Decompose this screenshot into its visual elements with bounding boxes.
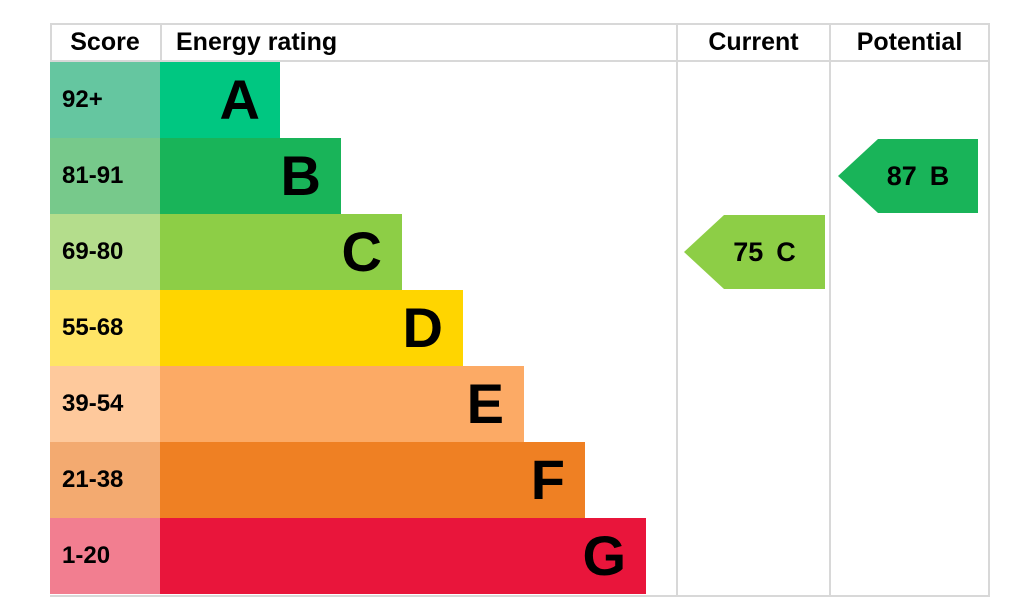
header-current: Current xyxy=(708,28,799,56)
potential-band-letter: B xyxy=(929,160,950,191)
score-range-d: 55-68 xyxy=(50,290,160,366)
band-bar-c: C xyxy=(160,214,402,290)
band-row-e: 39-54 E xyxy=(50,366,646,442)
table-bottom-border xyxy=(50,595,990,597)
band-row-g: 1-20 G xyxy=(50,518,646,594)
current-column-divider xyxy=(676,23,678,597)
band-bar-f: F xyxy=(160,442,585,518)
header-bottom-border xyxy=(50,60,990,62)
band-bar-g: G xyxy=(160,518,646,594)
current-score-value: 75 xyxy=(733,236,764,267)
epc-table: Score Energy rating Current Potential 92… xyxy=(50,23,990,599)
score-rating-divider xyxy=(160,23,162,62)
header-score: Score xyxy=(70,28,140,56)
current-band-letter: C xyxy=(776,236,796,267)
band-row-c: 69-80 C xyxy=(50,214,646,290)
table-top-border xyxy=(50,23,990,25)
score-range-b: 81-91 xyxy=(50,138,160,214)
score-range-e: 39-54 xyxy=(50,366,160,442)
band-row-f: 21-38 F xyxy=(50,442,646,518)
band-row-a: 92+ A xyxy=(50,62,646,138)
potential-rating-arrow: 87 B xyxy=(838,139,978,213)
score-range-c: 69-80 xyxy=(50,214,160,290)
header-potential: Potential xyxy=(856,28,963,56)
score-range-a: 92+ xyxy=(50,62,160,138)
header-energy-rating: Energy rating xyxy=(176,28,338,56)
band-row-d: 55-68 D xyxy=(50,290,646,366)
potential-score-value: 87 xyxy=(886,160,917,191)
table-right-border xyxy=(988,23,990,597)
band-bar-b: B xyxy=(160,138,341,214)
band-bar-a: A xyxy=(160,62,280,138)
band-row-b: 81-91 B xyxy=(50,138,646,214)
score-range-g: 1-20 xyxy=(50,518,160,594)
band-bar-e: E xyxy=(160,366,524,442)
band-rows: 92+ A 81-91 B 69-80 C 55-68 D 39-54 E 21-38 F 1-20 G xyxy=(50,62,646,594)
band-bar-d: D xyxy=(160,290,463,366)
current-rating-arrow: 75 C xyxy=(684,215,825,289)
header-left-border xyxy=(50,23,52,62)
score-range-f: 21-38 xyxy=(50,442,160,518)
potential-column-divider xyxy=(829,23,831,597)
